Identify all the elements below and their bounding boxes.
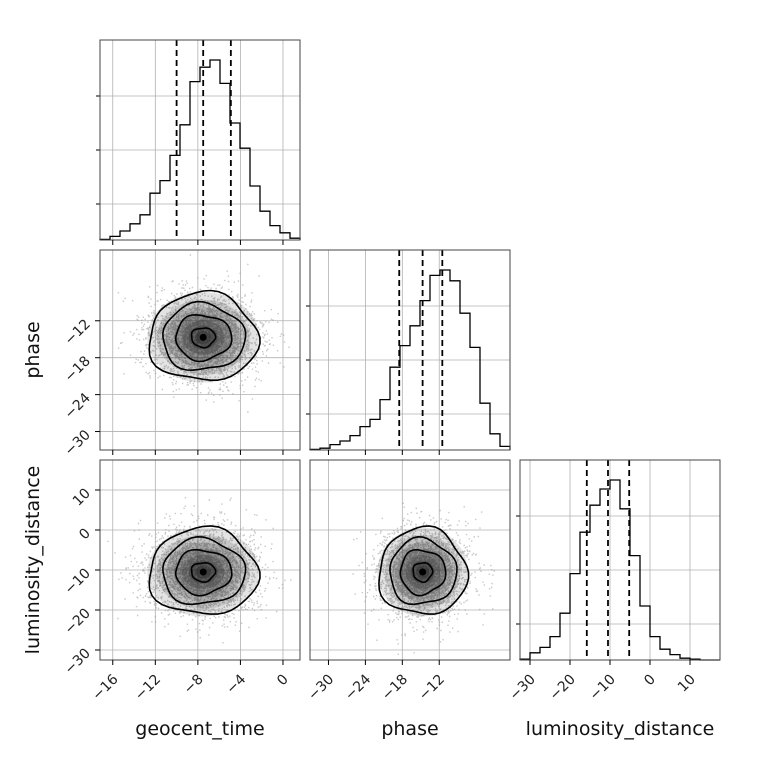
y-tick-label: −20: [62, 606, 94, 638]
density-peak: [199, 333, 207, 341]
panel-content: [100, 460, 300, 660]
panel-frame: [99, 39, 301, 241]
panel-frame: [309, 459, 511, 661]
panel-frame: [519, 459, 721, 661]
panel-frame: [99, 249, 301, 451]
x-tick-label: −30: [305, 672, 337, 704]
x-tick-label: −24: [342, 671, 374, 703]
xlabel-luminosity-distance: luminosity_distance: [526, 718, 715, 740]
contour-line: [148, 525, 261, 615]
histogram-step-line: [99, 59, 301, 241]
histogram-step-line: [519, 479, 720, 661]
scatter-geocent-time-vs-phase: [95, 249, 301, 455]
x-tick-label: −12: [416, 672, 448, 704]
x-tick-label: −16: [89, 671, 121, 703]
scatter-points: [117, 254, 300, 413]
x-tick-label: 10: [675, 672, 699, 696]
x-tick-label: 0: [641, 672, 659, 690]
contour-line: [162, 535, 247, 606]
xlabel-geocent-time: geocent_time: [135, 718, 264, 740]
panel-content: [310, 460, 510, 660]
y-tick-label: −24: [62, 390, 94, 422]
y-tick-label: 10: [70, 486, 94, 510]
histogram-phase: [306, 249, 511, 455]
density-peak: [419, 568, 427, 576]
ylabel-phase: phase: [22, 321, 44, 378]
y-tick-label: −10: [62, 566, 94, 598]
x-tick-label: −4: [223, 671, 249, 697]
scatter-geocent-time-vs-luminosity-distance: [95, 459, 301, 665]
contour-line: [412, 561, 434, 584]
x-tick-label: 0: [274, 672, 292, 690]
y-tick-label: 0: [76, 526, 94, 544]
contour-line: [162, 300, 247, 372]
panel-frame: [99, 459, 301, 661]
x-tick-label: −8: [181, 672, 207, 698]
scatter-points: [107, 497, 292, 644]
y-tick-label: −30: [62, 646, 94, 678]
histogram-luminosity-distance: [516, 459, 721, 665]
y-tick-label: −12: [62, 316, 94, 348]
panel-content: [100, 250, 300, 450]
xlabel-phase: phase: [381, 718, 438, 740]
contour-line: [399, 548, 447, 597]
contour-line: [175, 313, 233, 363]
contour-line: [378, 525, 470, 615]
x-tick-label: −30: [507, 672, 539, 704]
x-tick-label: −20: [547, 672, 579, 704]
contour-line: [190, 561, 217, 584]
scatter-phase-vs-luminosity-distance: [309, 459, 511, 665]
contour-line: [148, 289, 261, 381]
contour-line: [389, 535, 458, 606]
panel-background: [310, 250, 510, 450]
ylabel-luminosity-distance: luminosity_distance: [22, 466, 44, 655]
panel-background: [310, 460, 510, 660]
x-tick-label: −10: [587, 672, 619, 704]
histogram-step-line: [309, 269, 511, 451]
density-peak: [199, 568, 207, 576]
contour-line: [175, 548, 233, 597]
histogram-geocent-time: [96, 39, 301, 245]
x-tick-label: −12: [132, 672, 164, 704]
panel-frame: [309, 249, 511, 451]
contour-line: [190, 327, 217, 349]
y-tick-label: −18: [62, 353, 94, 385]
x-tick-label: −18: [379, 672, 411, 704]
scatter-points: [352, 502, 495, 655]
y-tick-label: −30: [62, 427, 94, 459]
